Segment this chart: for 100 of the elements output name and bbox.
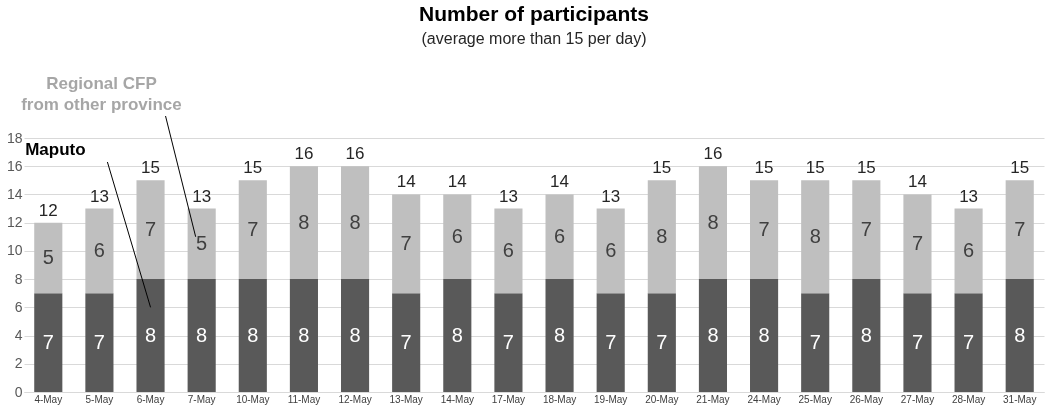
total-label: 13 [89,186,109,206]
data-label: 7 [605,330,617,353]
x-tick-label: 13-May [389,393,423,405]
data-label: 7 [247,217,259,240]
bar [187,208,216,280]
data-label: 7 [400,330,412,353]
data-label: 8 [860,323,872,346]
x-tick-label: 21-May [696,393,730,405]
x-tick-label: 6-May [136,393,165,405]
chart-title: Number of participants [419,2,649,25]
x-tick-label: 11-May [287,393,321,405]
x-tick-label: 31-May [1003,393,1037,405]
y-tick-label: 6 [14,298,23,315]
data-label: 7 [502,330,514,353]
total-label: 16 [294,144,314,164]
x-tick-label: 26-May [849,393,884,405]
x-tick-label: 28-May [951,393,986,405]
bar [1005,180,1034,280]
bar [545,279,574,392]
total-label: 15 [856,158,876,178]
x-tick-label: 27-May [900,393,935,405]
total-label: 13 [959,186,979,206]
data-label: 6 [963,238,975,261]
data-label: 7 [1014,217,1026,240]
bar [903,194,932,294]
total-label: 15 [1010,158,1030,178]
text: Maputo [25,140,86,159]
bar [852,279,881,392]
total-label: 13 [498,186,518,206]
bar [85,208,114,294]
data-label: 8 [349,210,361,233]
bar [392,194,421,294]
bar [34,222,63,294]
bar [698,166,728,280]
data-label: 8 [349,323,361,346]
data-label: 8 [656,224,668,247]
data-label: 7 [656,330,668,353]
data-label: 7 [144,217,157,240]
bar [852,180,881,280]
data-label: 8 [1014,323,1026,346]
data-label: 7 [809,330,821,353]
bar [494,208,523,294]
bar [136,279,165,392]
data-label: 8 [554,323,566,346]
data-label: 7 [42,330,54,353]
data-label: 8 [451,323,463,346]
y-tick-label: 12 [6,214,23,231]
total-label: 15 [141,158,160,178]
data-label: 7 [400,231,412,254]
bar [289,166,318,280]
data-label: 6 [554,224,566,247]
y-tick-label: 2 [14,355,23,372]
total-label: 14 [447,172,467,192]
x-tick-label: 19-May [594,393,628,405]
data-label: 7 [758,217,770,240]
y-tick-label: 8 [14,270,23,287]
data-label: 8 [298,323,310,346]
bar [1005,279,1034,392]
bar [443,194,472,280]
x-tick-label: 20-May [645,393,679,405]
data-label: 6 [502,238,514,261]
bar [34,293,63,392]
bar [187,279,216,392]
data-label: 5 [42,245,54,268]
bar [443,279,472,392]
data-label: 6 [93,238,105,261]
total-label: 16 [345,144,365,164]
bar [647,180,676,294]
y-tick-label: 0 [14,383,23,400]
bar [750,180,779,280]
bar [954,208,983,294]
bar [750,279,779,392]
data-label: 8 [196,323,208,346]
bar [698,279,728,392]
x-tick-label: 5-May [85,393,114,405]
bar [596,293,625,392]
data-label: 7 [911,330,924,353]
x-tick-label: 18-May [542,393,577,405]
bar [289,279,318,392]
data-label: 8 [707,323,719,346]
data-label: 6 [451,224,463,247]
total-label: 16 [703,144,723,164]
data-label: 8 [144,323,157,346]
data-label: 8 [298,210,310,233]
x-tick-label: 4-May [34,393,63,405]
data-label: 5 [196,231,208,254]
total-label: 15 [754,158,774,178]
data-label: 8 [758,323,770,346]
total-label: 15 [243,158,263,178]
total-label: 14 [908,172,927,192]
x-tick-label: 12-May [338,393,372,405]
y-tick-label: 16 [6,157,23,174]
data-label: 8 [247,323,259,346]
data-label: 6 [605,238,617,261]
total-label: 13 [192,186,212,206]
y-tick-label: 18 [6,129,23,146]
bar [903,293,932,392]
bar [545,194,574,280]
bar [340,279,370,392]
bar [340,166,370,280]
